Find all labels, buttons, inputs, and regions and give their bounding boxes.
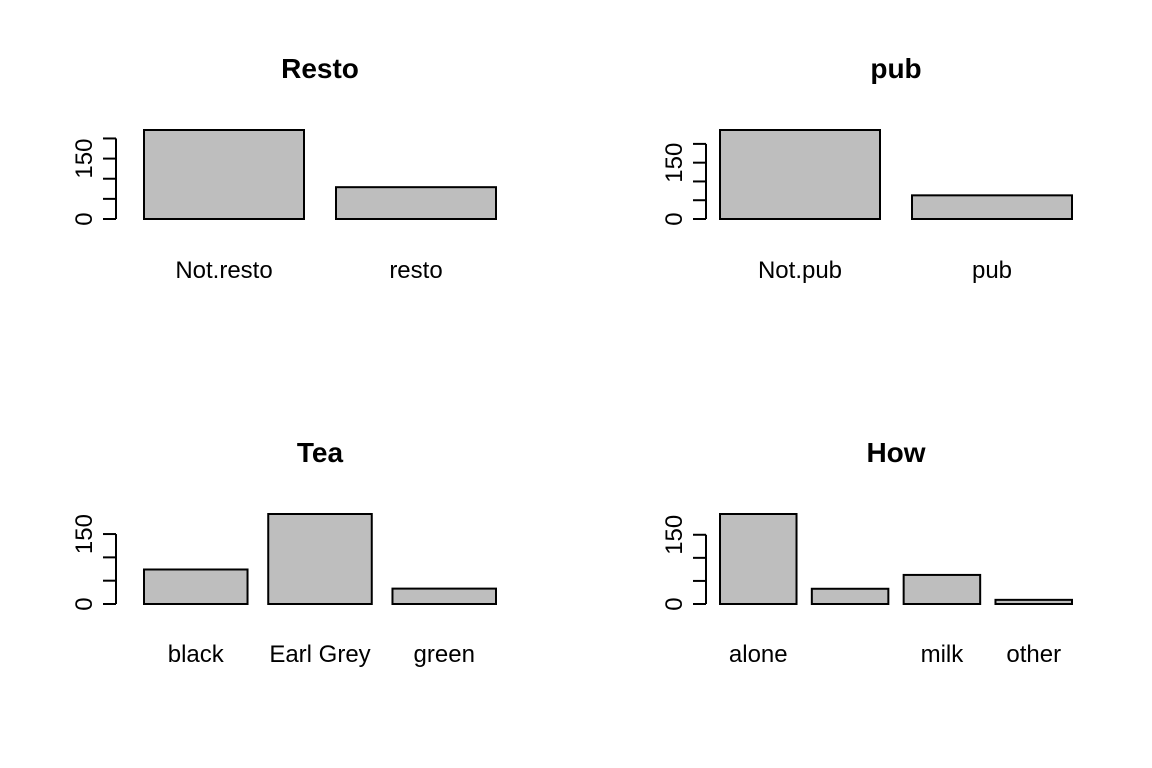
bar-pub xyxy=(911,194,1073,220)
chart-panel-pub: pub Not.pub pub 0 150 xyxy=(661,53,1073,284)
y-tick-label: 150 xyxy=(71,514,98,554)
bar-unlabeled-1 xyxy=(810,587,890,605)
chart-panel-resto: Resto Not.resto resto 0 150 xyxy=(71,53,497,284)
category-label: other xyxy=(1006,641,1061,668)
y-tick-label: 0 xyxy=(661,212,688,225)
category-label: black xyxy=(168,641,225,668)
bar-earl-grey xyxy=(267,513,373,605)
bar-not-resto xyxy=(143,129,305,220)
chart-title: Resto xyxy=(281,53,359,84)
y-tick-label: 150 xyxy=(661,515,688,555)
category-label: resto xyxy=(389,257,442,284)
y-tick-label: 150 xyxy=(71,139,98,179)
chart-title: pub xyxy=(870,53,921,84)
bar-alone xyxy=(719,513,798,605)
y-tick-label: 0 xyxy=(71,212,98,225)
chart-panel-tea: Tea black Earl Grey green 0 150 xyxy=(71,437,497,668)
y-tick-label: 0 xyxy=(71,597,98,610)
y-tick-label: 0 xyxy=(661,597,688,610)
bar-green xyxy=(391,587,497,605)
category-label: alone xyxy=(729,641,788,668)
category-label: green xyxy=(414,641,475,668)
chart-title: How xyxy=(866,437,925,468)
chart-title: Tea xyxy=(297,437,344,468)
bar-milk xyxy=(902,573,982,606)
bar-other xyxy=(994,598,1074,605)
y-tick-label: 150 xyxy=(661,143,688,183)
category-label: pub xyxy=(972,257,1012,284)
bar-resto xyxy=(335,186,497,220)
category-label: Earl Grey xyxy=(269,641,370,668)
bar-not-pub xyxy=(719,129,881,220)
category-label: Not.resto xyxy=(175,257,272,284)
chart-panel-how: How alone milk other 0 150 xyxy=(661,437,1074,668)
bar-black xyxy=(143,568,249,606)
category-label: Not.pub xyxy=(758,257,842,284)
category-label: milk xyxy=(921,641,965,668)
